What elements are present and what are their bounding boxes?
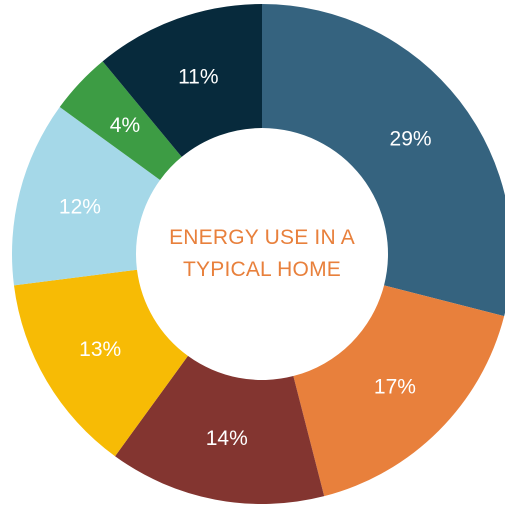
donut-slice-6 [59,61,182,180]
slice-label-6: 4% [110,114,140,137]
slices-layer [11,4,505,504]
donut-slice-2 [293,285,505,497]
slice-label-7: 11% [178,66,218,89]
chart-title-line-1: ENERGY USE IN A [169,226,355,249]
donut-slice-1 [262,4,505,317]
slice-label-5: 12% [59,196,101,219]
slice-label-3: 14% [206,427,248,450]
chart-title: ENERGY USE IN A TYPICAL HOME [142,222,382,286]
donut-slice-3 [115,355,325,504]
slice-label-4: 13% [79,338,121,361]
labels-layer: 29% 17% 14% 13% 12% 4% 11% [59,66,432,451]
slice-label-1: 29% [390,127,432,150]
chart-title-line-2: TYPICAL HOME [183,258,341,281]
donut-slice-7 [102,4,262,157]
donut-slice-4 [13,269,188,457]
slice-label-2: 17% [374,375,416,398]
donut-slice-5 [11,107,161,286]
